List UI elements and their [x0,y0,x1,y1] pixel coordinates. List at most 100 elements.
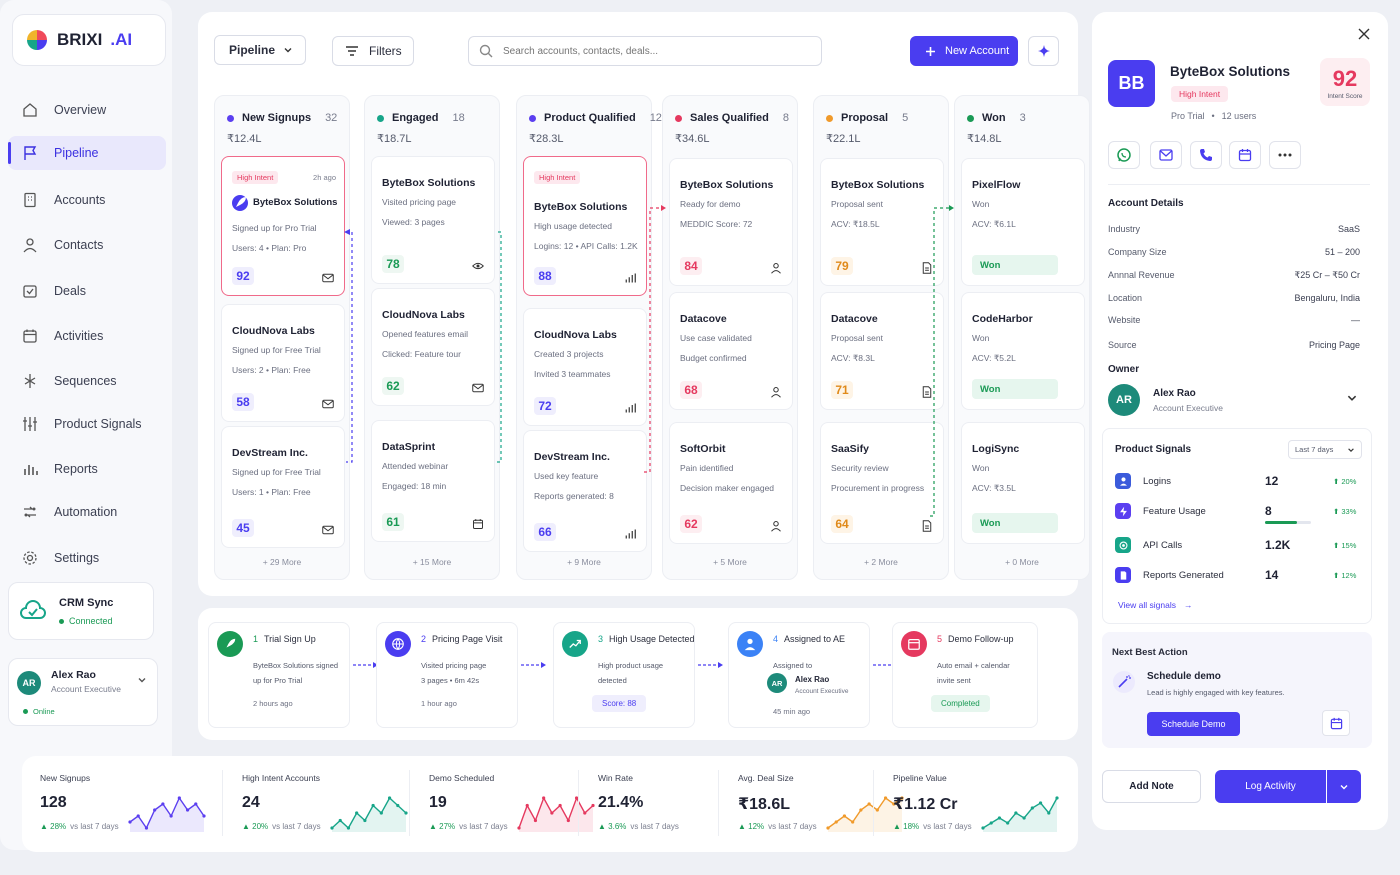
deal-card[interactable]: CloudNova Labs Created 3 projects Invited … [523,308,647,426]
view-select[interactable]: Pipeline [214,35,306,65]
home-icon [22,102,38,118]
deal-card[interactable]: SaaSify Security review Procurement in pro… [820,422,944,544]
sidebar-item-label: Product Signals [54,417,142,431]
mail-icon[interactable] [322,397,334,409]
sidebar-item-automation[interactable]: Automation [8,495,166,529]
filters-button[interactable]: Filters [332,36,414,66]
deal-card[interactable]: ByteBox Solutions Ready for demo MEDDIC Sc… [669,158,793,286]
signal-icon[interactable] [624,401,636,413]
more-actions-button[interactable] [1269,141,1301,169]
crm-sync-card[interactable]: CRM Sync Connected [8,582,154,640]
add-note-button[interactable]: Add Note [1102,770,1201,803]
deal-card[interactable]: ByteBox Solutions Visited pricing page Vie… [371,156,495,284]
calendar-button[interactable] [1322,710,1350,736]
column-amount: ₹14.8L [967,133,1002,145]
cal-small-icon[interactable] [472,517,484,529]
eye-icon[interactable] [472,259,484,271]
more-link[interactable]: + 0 More [1005,557,1039,567]
deal-card[interactable]: High Intent 2h ago ByteBox Solutions Signed… [221,156,345,296]
mail-icon[interactable] [472,381,484,393]
log-activity-dropdown[interactable] [1327,770,1361,803]
new-account-button[interactable]: New Account [910,36,1018,66]
up-arrow-icon: ▲ [242,822,253,831]
deal-card[interactable]: PixelFlow Won ACV: ₹6.1L Won [961,158,1085,286]
sidebar-item-overview[interactable]: Overview [8,93,166,127]
chevron-down-icon[interactable] [1346,392,1358,404]
deal-card[interactable]: CloudNova Labs Signed up for Free Trial Us… [221,304,345,422]
view-all-signals-link[interactable]: View all signals → [1118,600,1192,610]
mail-icon[interactable] [322,271,334,283]
sparkline-point [867,802,871,806]
document-icon[interactable] [921,385,933,398]
deal-card[interactable]: High Intent ByteBox Solutions High usage d… [523,156,647,296]
brand-logo[interactable]: BRIXI .AI [12,14,166,66]
deal-card[interactable]: CodeHarbor Won ACV: ₹5.2L Won [961,292,1085,410]
schedule-demo-button[interactable]: Schedule Demo [1147,712,1240,736]
signal-row-logins[interactable]: Logins 12 ⬆ 20% [1115,471,1365,491]
more-link[interactable]: + 15 More [412,557,452,567]
step-number: 5 [937,634,943,644]
signal-value: 14 [1265,568,1279,582]
more-link[interactable]: + 29 More [262,557,302,567]
sidebar-item-product-signals[interactable]: Product Signals [8,407,166,441]
deal-card[interactable]: DevStream Inc. Used key feature Reports ge… [523,430,647,552]
up-arrow-icon: ⬆ [1333,540,1342,550]
detail-key: Industry [1108,224,1141,234]
account-details-title: Account Details [1108,198,1184,209]
calendar-button[interactable] [1229,141,1261,169]
signal-row-api-calls[interactable]: API Calls 1.2K ⬆ 15% [1115,535,1365,555]
person-icon[interactable] [770,519,782,532]
document-icon[interactable] [921,261,933,274]
close-icon[interactable] [1358,28,1370,40]
current-user-card[interactable]: AR Alex Rao Account Executive Online [8,658,158,726]
kpi-panel [22,756,1078,852]
signal-icon[interactable] [624,527,636,539]
signal-row-reports-generated[interactable]: Reports Generated 14 ⬆ 12% [1115,565,1365,585]
sidebar-item-reports[interactable]: Reports [8,452,166,486]
sidebar-item-pipeline[interactable]: Pipeline [8,136,166,170]
log-activity-button[interactable]: Log Activity [1215,770,1326,803]
whatsapp-button[interactable] [1108,141,1140,169]
sparkline-point [851,820,855,824]
document-icon[interactable] [921,519,933,532]
more-link[interactable]: + 2 More [864,557,898,567]
call-button[interactable] [1190,141,1222,169]
mail-icon[interactable] [322,523,334,535]
sidebar-item-deals[interactable]: Deals [8,274,166,308]
kpi-card: Win Rate 21.4% ▲ 3.6% vs last 7 days [578,770,768,840]
deal-card[interactable]: DevStream Inc. Signed up for Free Trial Us… [221,426,345,548]
card-detail: Created 3 projects [534,349,604,359]
sidebar-item-activities[interactable]: Activities [8,319,166,353]
deal-card[interactable]: CloudNova Labs Opened features email Click… [371,288,495,406]
search-input[interactable] [503,45,803,57]
sidebar-item-sequences[interactable]: Sequences [8,364,166,398]
signal-row-feature-usage[interactable]: Feature Usage 8 ⬆ 33% [1115,501,1365,524]
signals-range-select[interactable]: Last 7 days [1288,440,1362,459]
deal-card[interactable]: SoftOrbit Pain identified Decision maker e… [669,422,793,544]
more-link[interactable]: + 5 More [713,557,747,567]
person-icon[interactable] [770,385,782,398]
email-button[interactable] [1150,141,1182,169]
nba-action: Schedule demo [1147,671,1221,682]
sidebar-item-accounts[interactable]: Accounts [8,183,166,217]
signal-icon[interactable] [624,271,636,283]
sidebar-item-settings[interactable]: Settings [8,541,166,575]
up-arrow-icon: ▲ [598,822,609,831]
nba-description: Lead is highly engaged with key features… [1147,688,1285,697]
deal-card[interactable]: Datacove Proposal sent ACV: ₹8.3L 71 [820,292,944,410]
column-count: 8 [782,112,789,124]
deal-card[interactable]: Datacove Use case validated Budget confirm… [669,292,793,410]
more-link[interactable]: + 9 More [567,557,601,567]
person-icon[interactable] [770,261,782,274]
search-box[interactable] [468,36,822,66]
deal-card[interactable]: DataSprint Attended webinar Engaged: 18 mi… [371,420,495,542]
deal-card[interactable]: LogiSync Won ACV: ₹3.5L Won [961,422,1085,544]
stage-dot [529,114,536,122]
ai-sparkle-button[interactable] [1028,36,1059,66]
sparkline-point [194,802,198,806]
sidebar-item-contacts[interactable]: Contacts [8,228,166,262]
chevron-down-icon[interactable] [137,675,147,685]
deal-card[interactable]: ByteBox Solutions Proposal sent ACV: ₹18.5… [820,158,944,286]
bar-chart-icon [22,461,38,477]
sidebar-item-label: Accounts [54,193,106,207]
